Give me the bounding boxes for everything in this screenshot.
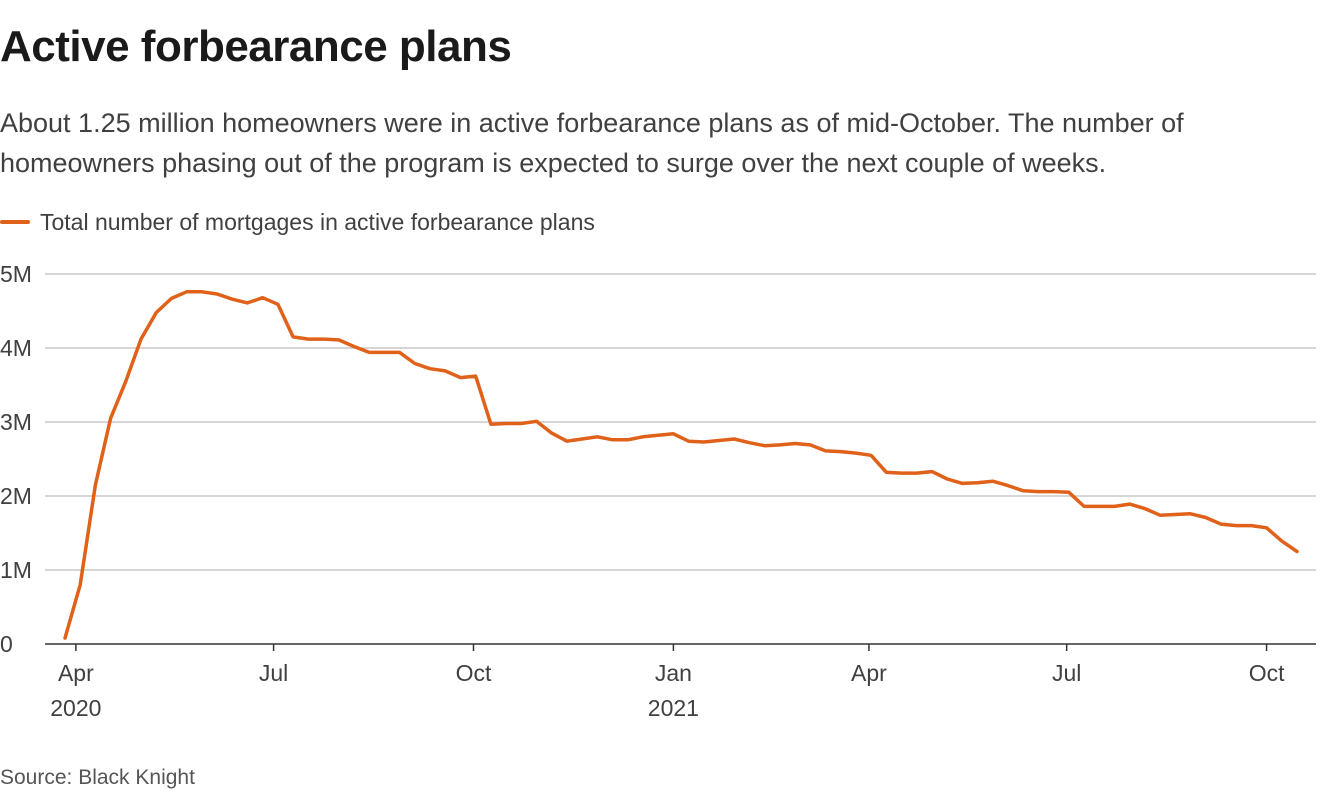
- legend-swatch: [0, 220, 30, 224]
- legend-label: Total number of mortgages in active forb…: [40, 208, 595, 235]
- chart-subtitle: About 1.25 million homeowners were in ac…: [0, 108, 1184, 178]
- x-tick-label: Oct: [456, 660, 492, 686]
- y-tick-label: 4M: [0, 335, 32, 361]
- x-tick-year-label: 2021: [648, 695, 699, 721]
- y-tick-label: 0: [0, 631, 13, 657]
- x-tick-year-label: 2020: [50, 695, 101, 721]
- legend: Total number of mortgages in active forb…: [0, 206, 595, 238]
- y-tick-label: 1M: [0, 557, 32, 583]
- x-tick-label: Oct: [1249, 660, 1285, 686]
- chart-title: Active forbearance plans: [0, 22, 512, 71]
- y-tick-label: 5M: [0, 261, 32, 287]
- line-chart: 0 1M 2M 3M 4M 5M Apr 2020 Jul Oct Jan 2021 Apr Jul Oct: [0, 261, 1316, 721]
- x-tick-label: Apr: [851, 660, 887, 686]
- series-line: [63, 290, 1299, 640]
- x-tick-label: Jul: [259, 660, 288, 686]
- y-tick-label: 3M: [0, 409, 32, 435]
- y-tick-label: 2M: [0, 483, 32, 509]
- x-tick-label: Jan: [655, 660, 692, 686]
- x-tick-label: Apr: [58, 660, 94, 686]
- x-tick-label: Jul: [1052, 660, 1081, 686]
- source-note: Source: Black Knight: [0, 766, 195, 789]
